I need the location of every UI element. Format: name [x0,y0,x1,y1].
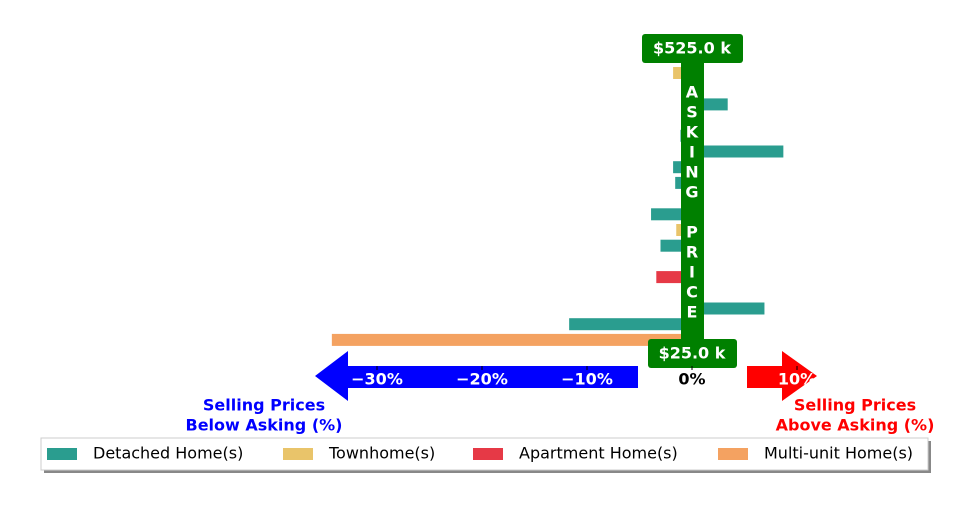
bar [692,302,765,315]
svg-text:P: P [686,223,698,242]
legend-label: Apartment Home(s) [519,444,678,463]
svg-text:N: N [685,163,698,182]
below-label: Selling Prices [203,396,325,415]
x-tick-label: 10% [778,370,816,389]
svg-text:R: R [686,243,698,262]
svg-text:C: C [686,283,698,302]
x-tick-label: −30% [351,370,403,389]
top-label-box [642,34,743,63]
bar [331,333,692,346]
svg-text:A: A [686,83,699,102]
top-label: $525.0 k [653,39,731,58]
svg-text:I: I [689,143,695,162]
svg-text:E: E [687,303,698,322]
bottom-label-box [648,339,737,368]
bar [692,145,784,158]
bottom-label: $25.0 k [659,344,726,363]
legend-swatch [718,448,748,460]
svg-text:K: K [686,123,699,142]
x-tick-label: −10% [561,370,613,389]
legend-swatch [283,448,313,460]
above-arrow [747,351,817,401]
above-label: Selling Prices [794,396,916,415]
below-arrow [315,351,638,401]
bar [569,318,692,331]
x-tick-label: 0% [678,370,705,389]
svg-text:I: I [689,263,695,282]
legend-label: Townhome(s) [328,444,435,463]
legend-label: Multi-unit Home(s) [764,444,913,463]
x-tick-label: −20% [456,370,508,389]
legend-swatch [47,448,77,460]
asking-column [681,62,704,340]
svg-text:G: G [685,183,698,202]
svg-text:S: S [686,103,698,122]
legend-swatch [473,448,503,460]
legend-label: Detached Home(s) [93,444,243,463]
above-label: Above Asking (%) [776,416,935,435]
below-label: Below Asking (%) [186,416,343,435]
